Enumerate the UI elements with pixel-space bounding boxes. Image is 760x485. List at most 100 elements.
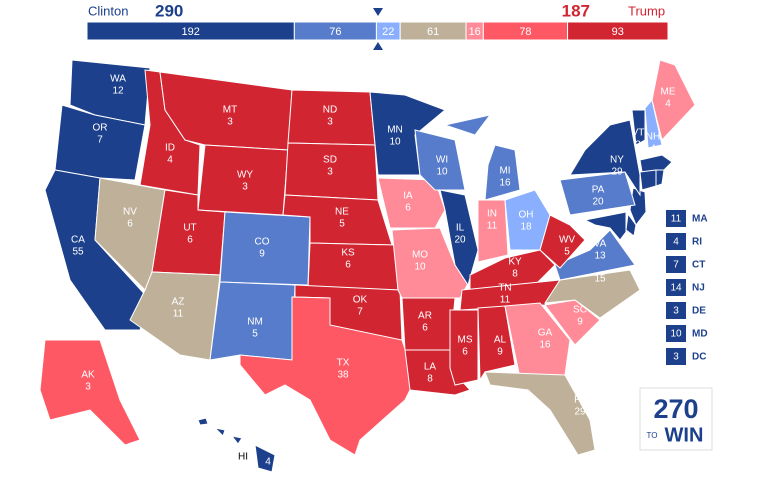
state-votes: 10 <box>414 262 426 273</box>
small-state-legend: 11 MA 4 RI 7 CT 14 NJ 3 DE 10 MD 3 DC <box>666 210 708 365</box>
small-northeast-states <box>583 154 673 241</box>
state-abbr: CO <box>255 237 270 248</box>
state-votes: 3 <box>227 117 233 128</box>
legend-votes: 11 <box>671 214 682 225</box>
legend-box <box>666 233 686 250</box>
state-abbr: OK <box>353 295 368 306</box>
state-abbr: KS <box>341 248 355 259</box>
state-votes: 29 <box>574 407 586 418</box>
legend-box <box>666 279 686 296</box>
state-votes: 11 <box>500 295 511 306</box>
legend-box <box>666 210 686 227</box>
state-abbr: TN <box>498 283 511 294</box>
state-shape <box>369 91 446 176</box>
states: WA12OR7CA55NV6ID4MT3WY3UT6AZ11CO9NM5ND3S… <box>39 59 696 473</box>
state-abbr: IA <box>403 191 413 202</box>
state-abbr: MO <box>412 250 428 261</box>
state-abbr: NM <box>247 317 263 328</box>
state-votes: 7 <box>97 135 103 146</box>
state-votes: 7 <box>357 307 363 318</box>
state-shape <box>644 98 663 149</box>
state-shape <box>651 59 696 142</box>
state-votes: 16 <box>499 178 511 189</box>
state-shape <box>504 302 571 379</box>
logo: 270 TO WIN <box>639 387 713 451</box>
trump-name: Trump <box>628 3 665 18</box>
state-votes: 20 <box>592 197 604 208</box>
state-shape <box>197 417 276 473</box>
legend-abbr: NJ <box>692 283 705 294</box>
state-votes: 9 <box>577 317 583 328</box>
state-abbr: ID <box>165 143 175 154</box>
state-votes: 11 <box>487 221 498 232</box>
state-votes: 3 <box>85 382 91 393</box>
state-abbr: NE <box>335 207 349 218</box>
state-votes: 3 <box>327 167 333 178</box>
state-abbr: IN <box>487 209 497 220</box>
midpoint-marker-top <box>373 8 383 16</box>
ct-shape <box>639 169 657 191</box>
state-votes: 5 <box>564 247 570 258</box>
state-votes: 15 <box>594 274 606 285</box>
state-votes: 3 <box>327 117 333 128</box>
legend-votes: 4 <box>673 237 679 248</box>
state-votes: 4 <box>167 155 173 166</box>
state-abbr: ND <box>323 105 337 116</box>
state-abbr: KY <box>508 257 522 268</box>
midpoint-marker-bottom <box>373 42 383 50</box>
state-abbr: NH <box>646 132 660 143</box>
state-votes: 3 <box>635 140 641 151</box>
state-abbr: AR <box>418 311 432 322</box>
trump-votes: 187 <box>562 1 590 20</box>
legend-abbr: DC <box>692 352 706 363</box>
clinton-votes: 290 <box>155 1 183 20</box>
state-abbr: SC <box>573 305 587 316</box>
state-shape <box>391 227 471 299</box>
ma-shape <box>639 154 673 173</box>
state-abbr: WA <box>110 74 126 85</box>
state-abbr: MT <box>223 105 237 116</box>
bar-segment <box>567 21 669 41</box>
state-abbr: MN <box>387 125 403 136</box>
legend-votes: 3 <box>673 352 679 363</box>
state-abbr: AL <box>494 335 507 346</box>
state-votes: 55 <box>72 247 84 258</box>
state-shape <box>631 109 646 146</box>
state-shape <box>539 214 586 269</box>
state-shape <box>569 119 641 197</box>
state-votes: 5 <box>339 219 345 230</box>
nj-shape <box>629 187 647 227</box>
state-votes: 3 <box>242 182 248 193</box>
state-votes: 29 <box>611 167 623 178</box>
state-votes: 20 <box>454 235 466 246</box>
legend-votes: 7 <box>673 260 679 271</box>
state-abbr: MI <box>499 166 510 177</box>
legend-abbr: DE <box>692 306 706 317</box>
legend-box <box>666 302 686 319</box>
state-abbr: IL <box>456 223 465 234</box>
state-shape <box>554 229 636 281</box>
bar-segment-label: 22 <box>382 26 394 38</box>
state-abbr: PA <box>592 185 605 196</box>
state-abbr: SD <box>323 155 337 166</box>
state-votes: 4 <box>665 99 671 110</box>
legend-box <box>666 348 686 365</box>
state-abbr: MS <box>458 335 473 346</box>
state-votes: 6 <box>187 235 193 246</box>
md-shape <box>583 211 627 241</box>
state-votes: 10 <box>436 167 448 178</box>
state-votes: 13 <box>594 251 606 262</box>
legend-votes: 3 <box>673 306 679 317</box>
state-abbr: TX <box>337 358 350 369</box>
state-abbr: OH <box>519 210 534 221</box>
clinton-name: Clinton <box>88 3 128 18</box>
bar-segment-label: 78 <box>519 26 531 38</box>
state-votes: 6 <box>462 347 468 358</box>
bar-segment-label: 61 <box>427 26 439 38</box>
state-shape <box>414 129 466 191</box>
state-shape <box>477 199 509 263</box>
state-votes: 6 <box>127 219 133 230</box>
logo-box <box>639 387 713 451</box>
